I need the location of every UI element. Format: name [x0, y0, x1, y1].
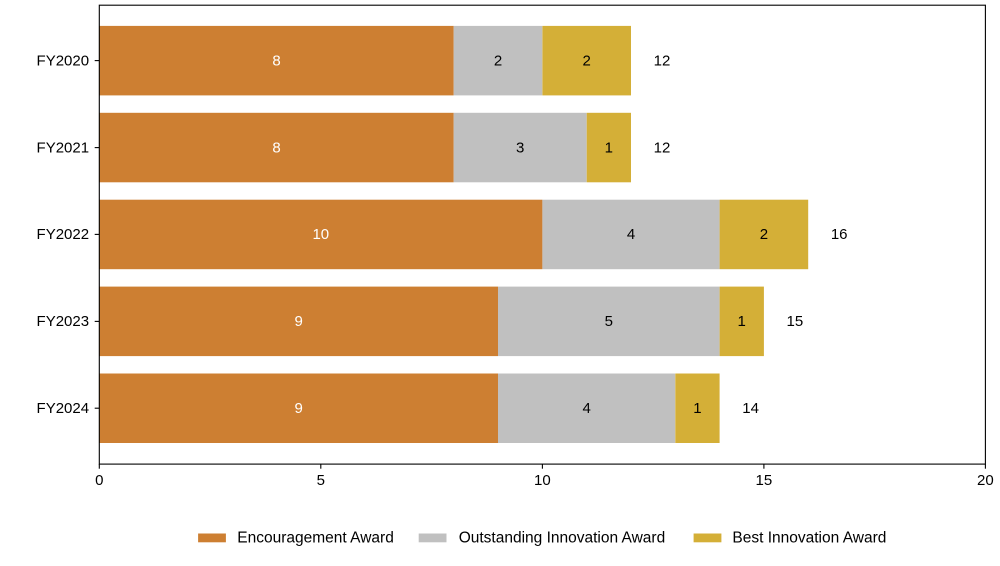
svg-text:FY2024: FY2024: [37, 400, 90, 417]
svg-text:Outstanding Innovation Award: Outstanding Innovation Award: [459, 530, 666, 547]
svg-text:8: 8: [272, 139, 280, 156]
svg-text:4: 4: [627, 226, 635, 243]
svg-text:Encouragement Award: Encouragement Award: [237, 530, 394, 547]
svg-text:5: 5: [317, 472, 325, 489]
svg-text:12: 12: [654, 139, 671, 156]
svg-text:10: 10: [534, 472, 551, 489]
svg-text:2: 2: [760, 226, 768, 243]
svg-text:10: 10: [312, 226, 329, 243]
svg-text:1: 1: [738, 313, 746, 330]
svg-text:9: 9: [295, 400, 303, 417]
svg-text:FY2021: FY2021: [37, 139, 90, 156]
svg-text:8: 8: [272, 52, 280, 69]
svg-text:FY2022: FY2022: [37, 226, 90, 243]
svg-text:12: 12: [654, 52, 671, 69]
svg-text:9: 9: [295, 313, 303, 330]
svg-text:20: 20: [977, 472, 994, 489]
svg-text:1: 1: [605, 139, 613, 156]
svg-text:15: 15: [787, 313, 804, 330]
svg-text:Best Innovation Award: Best Innovation Award: [732, 530, 886, 547]
svg-text:2: 2: [494, 52, 502, 69]
svg-text:16: 16: [831, 226, 848, 243]
svg-text:FY2020: FY2020: [37, 52, 90, 69]
svg-text:2: 2: [583, 52, 591, 69]
svg-text:0: 0: [95, 472, 103, 489]
svg-text:FY2023: FY2023: [37, 313, 90, 330]
svg-text:4: 4: [583, 400, 591, 417]
svg-text:14: 14: [742, 400, 759, 417]
svg-text:3: 3: [516, 139, 524, 156]
svg-text:15: 15: [756, 472, 773, 489]
svg-text:1: 1: [693, 400, 701, 417]
svg-text:5: 5: [605, 313, 613, 330]
